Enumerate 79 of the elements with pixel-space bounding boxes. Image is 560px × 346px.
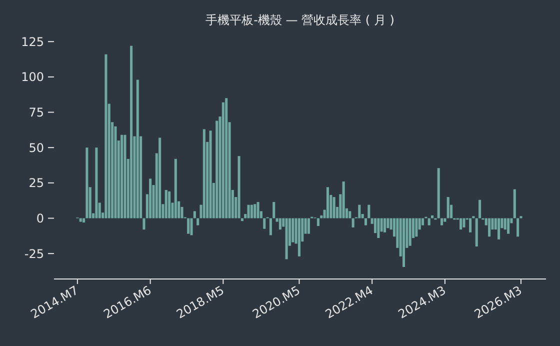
bar [462, 218, 466, 228]
bar [437, 168, 440, 218]
bar [95, 148, 98, 218]
bar [332, 197, 336, 218]
bar [342, 181, 345, 218]
bar [498, 218, 500, 240]
bar [250, 204, 253, 218]
y-tick-label: 75 [28, 105, 44, 120]
bar [516, 218, 520, 237]
bar [254, 204, 256, 218]
bar [368, 204, 370, 218]
bar [504, 218, 506, 230]
bar [149, 178, 152, 218]
bar [358, 204, 361, 218]
bar [222, 102, 224, 218]
y-tick-label: 125 [21, 34, 44, 49]
bar [377, 218, 380, 238]
bar [247, 204, 250, 218]
bar [190, 218, 193, 236]
bar [285, 218, 288, 260]
bar [120, 134, 124, 218]
bar [292, 218, 294, 242]
bar [263, 218, 266, 229]
bar [158, 138, 162, 218]
bar [164, 190, 168, 218]
bar [174, 158, 177, 218]
bar [114, 126, 117, 218]
bar [460, 218, 462, 230]
bar [383, 218, 386, 232]
bar [225, 98, 228, 218]
bar [298, 218, 300, 256]
bar [278, 218, 282, 230]
bar [256, 202, 260, 218]
bar [142, 218, 146, 230]
bar [307, 218, 310, 234]
bar [326, 187, 329, 218]
bar [507, 218, 510, 234]
bar [130, 46, 133, 218]
bar [408, 218, 412, 246]
bar [428, 218, 430, 226]
bar [488, 218, 491, 237]
y-tick-label: 50 [28, 140, 44, 155]
bar [202, 129, 206, 218]
bar [513, 189, 516, 218]
bar [415, 218, 418, 237]
y-tick-label: 0 [36, 211, 44, 226]
bar [193, 211, 196, 218]
bar [386, 218, 390, 228]
bar [240, 218, 244, 222]
bar [79, 218, 82, 222]
bar [364, 218, 368, 226]
bar [216, 120, 218, 218]
bar [478, 200, 482, 218]
bar [446, 197, 450, 218]
bar [82, 218, 86, 222]
y-tick-label: 100 [21, 70, 44, 84]
bar [196, 218, 200, 226]
bar [272, 202, 276, 218]
bar [104, 54, 108, 218]
bar [269, 218, 272, 236]
bar [238, 156, 240, 218]
bar [136, 80, 139, 218]
bar [421, 218, 424, 226]
bar [440, 218, 444, 226]
bar [348, 211, 352, 218]
bar [86, 148, 88, 218]
bar [444, 218, 446, 222]
chart-title: 手機平板-機殼 — 營收成長率 ( 月 ) [206, 13, 394, 27]
y-tick-label: 25 [28, 176, 44, 190]
bar [316, 218, 320, 226]
bar [124, 134, 126, 218]
bar [168, 191, 171, 218]
bar [402, 218, 406, 267]
bar [352, 218, 354, 228]
bar [475, 218, 478, 246]
bar [469, 218, 472, 232]
bar [209, 130, 212, 218]
y-tick-label: -25 [24, 246, 44, 261]
bar [187, 218, 190, 234]
